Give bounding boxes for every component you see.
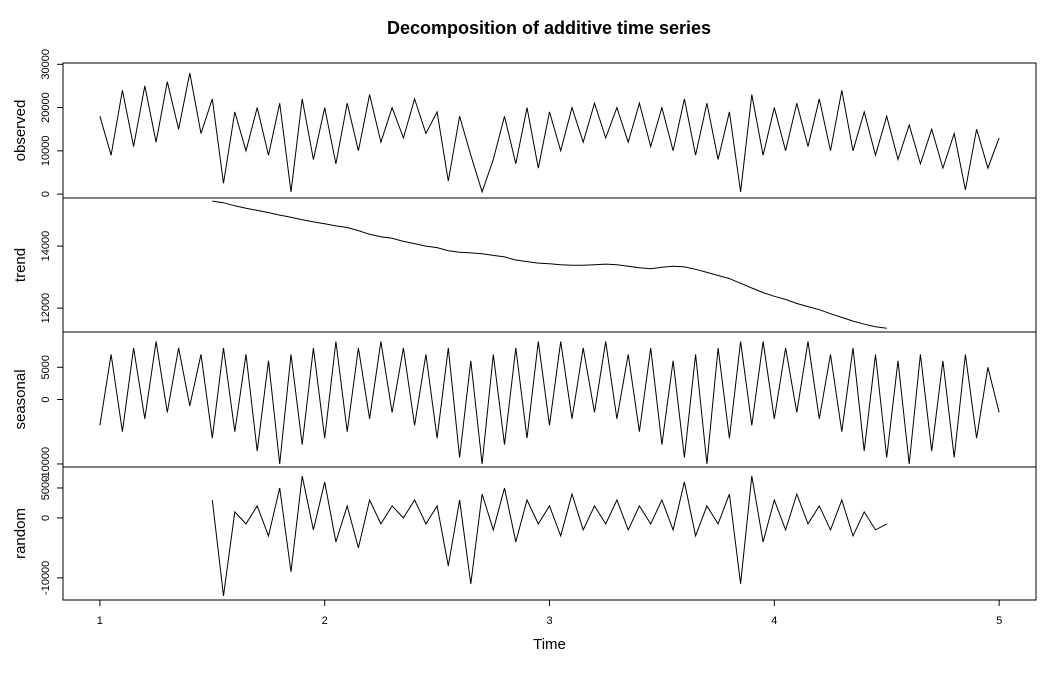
- x-tick-label: 1: [97, 615, 103, 627]
- x-tick-label: 4: [771, 615, 777, 627]
- series-line: [99, 341, 1000, 465]
- x-tick-label: 5: [996, 615, 1002, 627]
- series-line: [211, 475, 887, 596]
- series-line: [99, 72, 1000, 194]
- y-tick-label: 30000: [40, 49, 52, 80]
- y-tick-label: 5000: [40, 355, 52, 379]
- y-tick-label: 0: [40, 191, 52, 197]
- y-tick-label: 5000: [40, 476, 52, 500]
- y-tick-label: -10000: [40, 447, 52, 481]
- x-axis-label: Time: [533, 636, 566, 653]
- y-axis-label: trend: [12, 248, 29, 282]
- chart-title: Decomposition of additive time series: [387, 18, 711, 38]
- y-tick-label: 20000: [40, 92, 52, 123]
- y-axis-label: random: [12, 508, 29, 559]
- y-axis-label: observed: [12, 100, 29, 162]
- series-line: [212, 200, 887, 329]
- y-tick-label: -10000: [40, 561, 52, 595]
- y-tick-label: 0: [40, 515, 52, 521]
- y-axis-label: seasonal: [12, 369, 29, 429]
- y-tick-label: 14000: [40, 231, 52, 262]
- y-tick-label: 0: [40, 396, 52, 402]
- y-tick-label: 12000: [40, 293, 52, 324]
- x-tick-label: 2: [322, 615, 328, 627]
- x-tick-label: 3: [546, 615, 552, 627]
- y-tick-label: 10000: [40, 136, 52, 167]
